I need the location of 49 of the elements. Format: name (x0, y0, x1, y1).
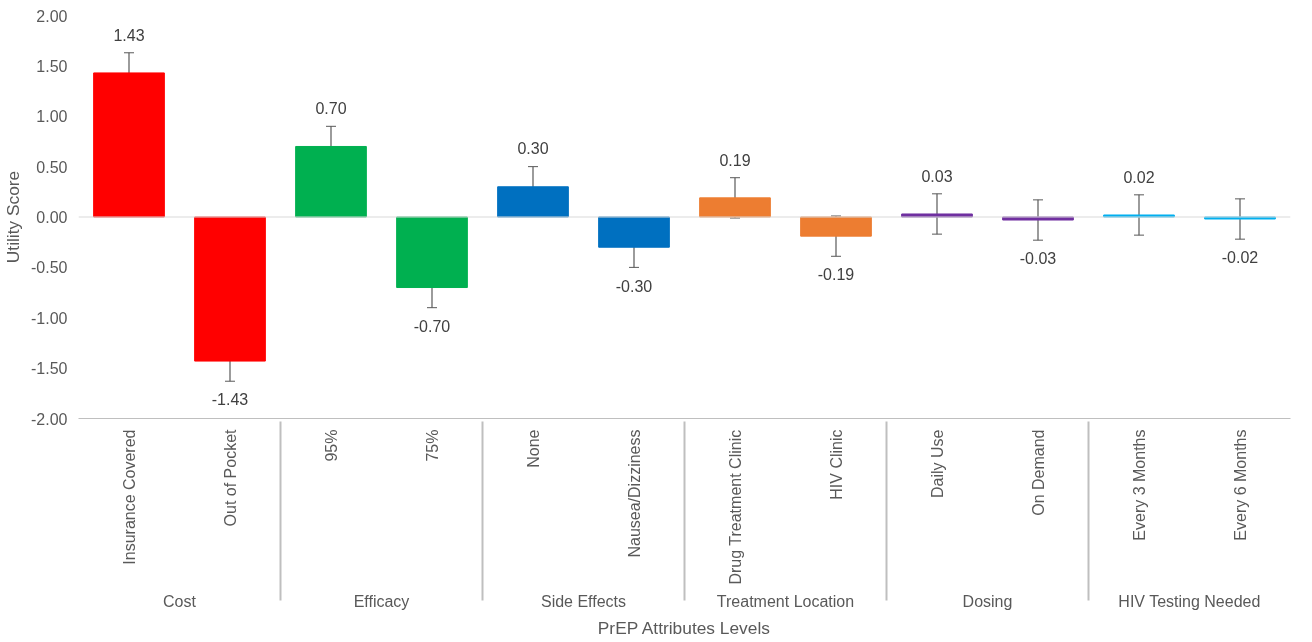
text: Cost (163, 592, 197, 610)
data-label: -1.43 (211, 391, 249, 409)
data-label: 0.30 (517, 140, 549, 158)
data-label: -0.70 (413, 317, 451, 335)
x-tick-label: 75% (423, 429, 441, 462)
data-label: 0.03 (921, 167, 953, 185)
text: Efficacy (353, 592, 410, 610)
x-tick-label: Out of Pocket (221, 428, 239, 527)
data-label: 0.70 (315, 100, 347, 118)
y-tick-label: -2.00 (31, 410, 68, 428)
bar (598, 216, 670, 248)
y-tick-label: -0.50 (31, 259, 68, 277)
text: Treatment Location (716, 592, 855, 610)
y-tick-label: -1.50 (31, 360, 68, 378)
data-label: -0.19 (817, 266, 855, 284)
bar (396, 216, 468, 289)
x-tick-label: None (524, 429, 542, 468)
bar (93, 72, 165, 218)
text: Dosing (962, 592, 1013, 610)
x-tick-label: 95% (322, 429, 340, 462)
data-label: 1.43 (113, 26, 145, 44)
bar (800, 216, 872, 237)
bar (295, 145, 367, 218)
x-tick-label: Every 3 Months (1130, 429, 1148, 541)
data-label: -0.30 (615, 277, 653, 295)
bar (194, 216, 266, 362)
x-tick-label: Every 6 Months (1231, 429, 1249, 541)
y-tick-label: 0.50 (36, 158, 68, 176)
text: HIV Testing Needed (1118, 592, 1261, 610)
x-tick-label: Drug Treatment Clinic (726, 429, 744, 585)
data-label: -0.02 (1221, 249, 1259, 267)
y-tick-label: -1.00 (31, 309, 68, 327)
x-axis-title: PrEP Attributes Levels (597, 617, 771, 638)
x-tick-label: Nausea/Dizziness (625, 429, 643, 558)
data-label: -0.03 (1019, 250, 1057, 268)
x-tick-label: Daily Use (928, 429, 946, 498)
x-tick-label: On Demand (1029, 429, 1047, 516)
y-tick-label: 0.00 (36, 209, 68, 226)
y-axis-title: Utility Score (3, 170, 24, 264)
y-tick-label: 1.00 (36, 108, 68, 126)
bar (699, 197, 771, 218)
x-tick-label: HIV Clinic (827, 429, 845, 500)
text: Side Effects (540, 592, 627, 610)
y-tick-label: 1.50 (36, 57, 68, 75)
bar (497, 186, 569, 218)
x-tick-label: Insurance Covered (120, 429, 138, 565)
data-label: 0.19 (719, 151, 751, 169)
y-tick-label: 2.00 (36, 7, 68, 25)
data-label: 0.02 (1123, 168, 1155, 186)
